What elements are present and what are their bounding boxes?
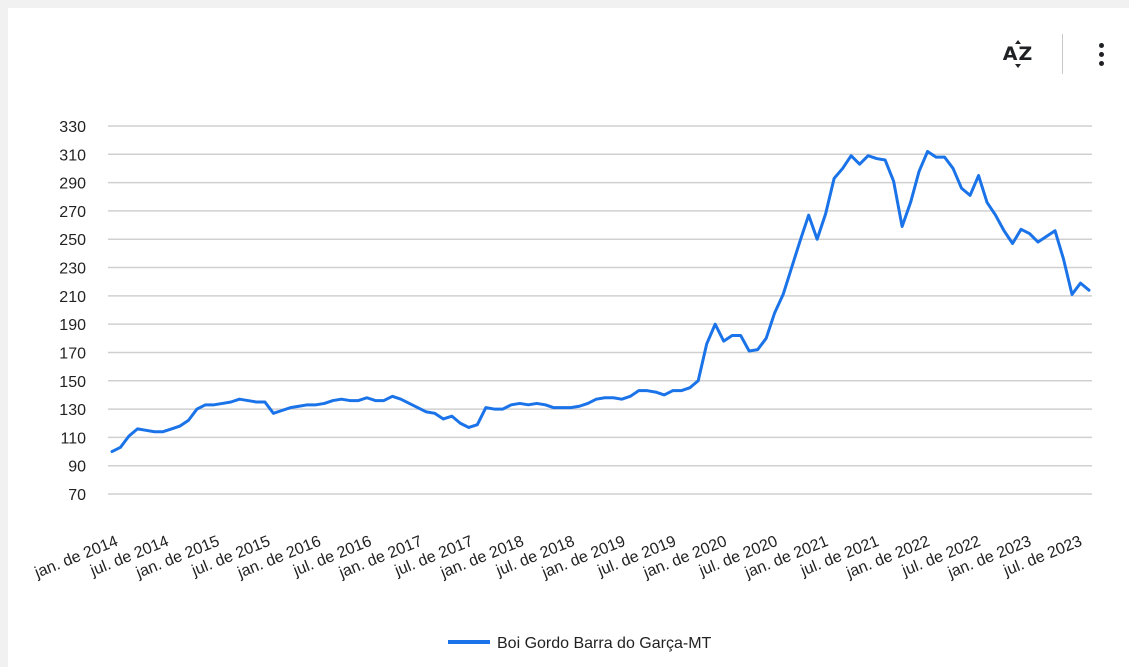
gridlines — [108, 125, 1092, 495]
y-tick-label: 70 — [68, 487, 86, 504]
legend[interactable]: Boi Gordo Barra do Garça-MT — [448, 635, 712, 652]
y-tick-label: 110 — [60, 430, 86, 447]
more-options-button[interactable] — [1091, 34, 1111, 74]
y-tick-label: 250 — [59, 232, 86, 249]
sort-down-arrow-icon — [1015, 64, 1021, 68]
y-tick-label: 90 — [68, 459, 86, 476]
chart-card: AZ 70 90 110 130 150 170 190 210 230 250 270 290 310… — [8, 8, 1129, 667]
y-tick-label: 130 — [59, 402, 86, 419]
y-tick-label: 270 — [59, 204, 86, 221]
sort-az-icon: AZ — [1002, 43, 1034, 65]
y-tick-label: 170 — [59, 345, 86, 362]
more-vert-icon — [1098, 51, 1104, 57]
y-tick-label: 150 — [59, 374, 86, 391]
sort-up-arrow-icon — [1015, 40, 1021, 44]
legend-label: Boi Gordo Barra do Garça-MT — [497, 635, 712, 652]
y-tick-label: 190 — [59, 317, 86, 334]
y-tick-label: 210 — [59, 289, 86, 306]
y-axis-tick-labels: 70 90 110 130 150 170 190 210 230 250 270 290 310 330 — [59, 119, 86, 504]
y-tick-label: 230 — [59, 261, 86, 278]
y-tick-label: 290 — [59, 176, 86, 193]
y-tick-label: 310 — [59, 147, 86, 164]
y-tick-label: 330 — [59, 119, 86, 136]
more-vert-icon — [1098, 42, 1104, 48]
chart-toolbar: AZ — [998, 32, 1111, 76]
toolbar-divider — [1062, 34, 1063, 74]
more-vert-icon — [1098, 60, 1104, 66]
series-line[interactable] — [110, 149, 1091, 454]
sort-az-button[interactable]: AZ — [998, 34, 1038, 74]
line-chart: 70 90 110 130 150 170 190 210 230 250 270 290 310 330… — [32, 119, 1092, 652]
series-layer — [110, 149, 1091, 454]
